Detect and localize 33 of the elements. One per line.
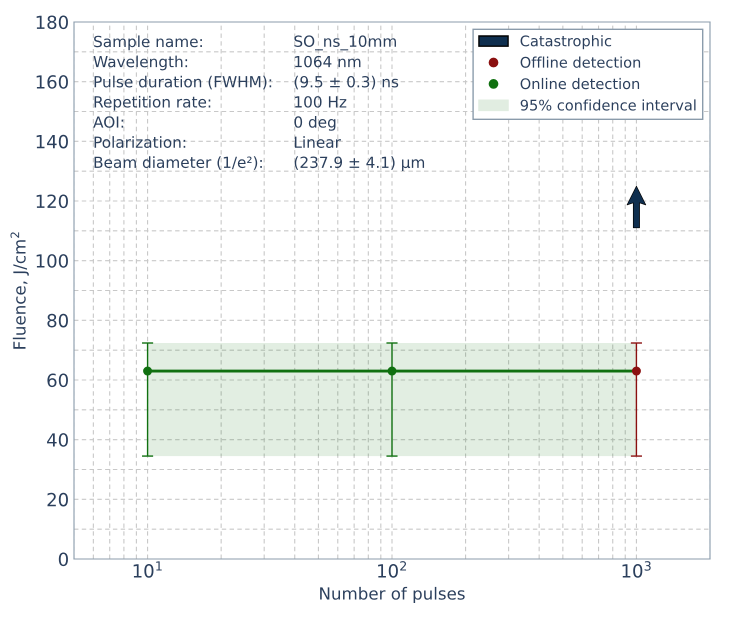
y-tick-label: 80: [47, 314, 68, 328]
annotation: 1064 nm: [295, 56, 360, 68]
y-tick-label: 120: [36, 194, 68, 208]
annotation: Beam diameter (1/e²):: [94, 156, 262, 170]
y-tick-label: 0: [58, 552, 68, 566]
y-tick-label: 180: [36, 15, 68, 30]
annotation: Sample name:: [94, 35, 202, 50]
y-tick-label: 20: [47, 492, 68, 506]
annotation: Repetition rate:: [94, 96, 210, 111]
x-tick-label: 10$^{2}$: [378, 561, 406, 578]
annotation: AOI:: [93, 116, 124, 128]
y-tick-label: 40: [47, 433, 68, 447]
legend-label: 95% confidence interval: [520, 99, 696, 111]
x-axis-title: Number of pulses: [320, 586, 465, 604]
legend-label: Online detection: [520, 78, 640, 90]
annotation: Wavelength:: [94, 56, 188, 70]
annotation: (237.9 ± 4.1) µm: [294, 156, 424, 172]
annotation: 0 deg: [294, 116, 336, 131]
annotation: 100 Hz: [295, 96, 346, 108]
y-tick-label: 100: [36, 254, 68, 268]
y-tick-label: 160: [36, 75, 68, 89]
y-tick-label: 60: [47, 373, 68, 388]
annotation: Polarization:: [94, 136, 186, 148]
x-tick-label: 10$^{3}$: [622, 561, 651, 578]
legend-label: Catastrophic: [520, 35, 612, 50]
y-axis-title: Fluence, J/cm$^{2}$: [10, 232, 29, 349]
annotation: SO_ns_10mm: [294, 35, 396, 50]
annotation: Linear: [294, 136, 341, 148]
annotation: Pulse duration (FWHM):: [94, 76, 272, 90]
legend-label: Offline detection: [520, 56, 640, 68]
x-tick-label: 10$^{1}$: [134, 561, 162, 578]
y-tick-label: 140: [36, 134, 68, 148]
annotation: (9.5 ± 0.3) ns: [294, 76, 398, 90]
